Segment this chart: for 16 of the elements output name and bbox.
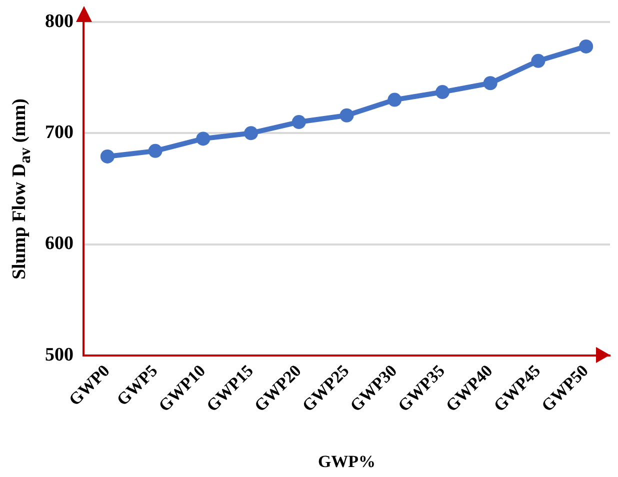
point [579,39,594,54]
point [483,76,498,90]
y-tick-label: 600 [45,233,74,254]
point [531,54,546,68]
point [100,149,114,164]
y-tick-label: 700 [45,122,74,144]
point [388,92,402,107]
point [340,108,354,122]
point [196,132,210,146]
point [244,126,258,140]
y-tick-label: 500 [45,344,74,366]
y-tick-label: 800 [45,10,74,32]
x-axis-title: GWP% [318,452,376,472]
point [148,144,162,158]
point [292,115,306,130]
point [435,85,450,100]
